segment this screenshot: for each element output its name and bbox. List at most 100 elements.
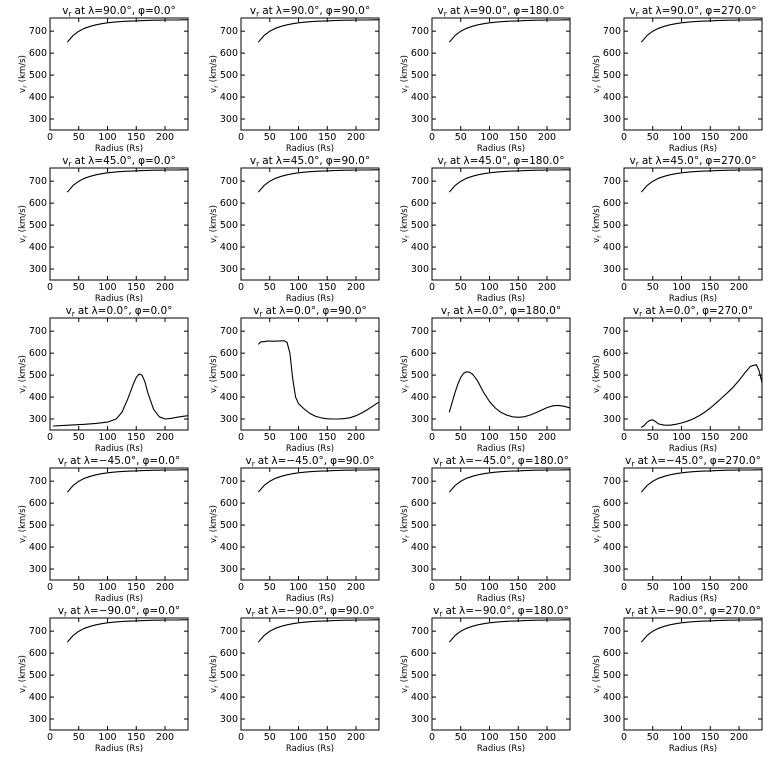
plot-frame xyxy=(431,17,571,131)
x-tick-label: 100 xyxy=(289,132,307,143)
y-axis-label: vr(km/s) xyxy=(209,355,220,393)
series-line xyxy=(640,469,762,493)
y-tick-label: 700 xyxy=(603,326,621,337)
y-axis-label: vr(km/s) xyxy=(592,55,603,93)
panel-r2c2: vr at λ=0.0°, φ=180.0° 0 50 100 150 200 300 400 500… xyxy=(400,305,571,454)
x-tick-label: 200 xyxy=(156,732,174,743)
plot-frame xyxy=(49,167,189,281)
x-tick-label: 150 xyxy=(318,432,336,443)
y-tick-label: 600 xyxy=(29,348,47,359)
y-tick-label: 300 xyxy=(411,114,429,125)
y-tick-label: 500 xyxy=(220,370,238,381)
y-tick-label: 500 xyxy=(29,670,47,681)
y-tick-label: 700 xyxy=(29,26,47,37)
x-tick-label: 50 xyxy=(455,132,467,143)
x-tick-label: 150 xyxy=(509,282,527,293)
x-tick-label: 100 xyxy=(672,582,690,593)
panel-title: vr at λ=−45.0°, φ=0.0° xyxy=(58,455,180,469)
y-tick-label: 600 xyxy=(603,648,621,659)
x-tick-label: 100 xyxy=(480,282,498,293)
x-tick-label: 0 xyxy=(621,132,627,143)
x-axis-label: Radius (Rs) xyxy=(477,294,525,304)
y-axis-label: vr(km/s) xyxy=(18,205,29,243)
x-tick-label: 50 xyxy=(264,732,276,743)
y-tick-label: 400 xyxy=(411,242,429,253)
panel-title: vr at λ=−45.0°, φ=90.0° xyxy=(245,455,374,469)
y-tick-label: 700 xyxy=(220,326,238,337)
y-tick-label: 700 xyxy=(411,26,429,37)
plot-frame xyxy=(431,467,571,581)
y-tick-label: 500 xyxy=(220,220,238,231)
series-line xyxy=(52,373,188,427)
x-tick-label: 0 xyxy=(238,282,244,293)
y-tick-label: 600 xyxy=(411,648,429,659)
y-tick-label: 600 xyxy=(411,348,429,359)
y-axis-label: vr(km/s) xyxy=(400,205,411,243)
plot-frame xyxy=(49,317,189,431)
x-tick-label: 200 xyxy=(347,432,365,443)
y-tick-label: 700 xyxy=(411,326,429,337)
x-tick-label: 150 xyxy=(127,732,145,743)
y-axis-label: vr(km/s) xyxy=(18,55,29,93)
x-axis-label: Radius (Rs) xyxy=(95,144,143,154)
x-tick-label: 100 xyxy=(672,432,690,443)
panel-r1c3: vr at λ=45.0°, φ=270.0° 0 50 100 150 200 300 400 50… xyxy=(592,155,763,304)
series-line xyxy=(257,169,379,193)
x-tick-label: 150 xyxy=(701,432,719,443)
plot-frame xyxy=(240,617,380,731)
x-tick-label: 50 xyxy=(647,432,659,443)
x-tick-label: 150 xyxy=(318,132,336,143)
x-tick-label: 150 xyxy=(318,732,336,743)
series-line xyxy=(257,340,379,420)
panel-title: vr at λ=−90.0°, φ=90.0° xyxy=(245,605,374,619)
x-tick-label: 200 xyxy=(730,582,748,593)
y-tick-label: 500 xyxy=(603,220,621,231)
x-tick-label: 0 xyxy=(238,732,244,743)
x-tick-label: 200 xyxy=(156,582,174,593)
x-axis-label: Radius (Rs) xyxy=(95,294,143,304)
plot-frame xyxy=(623,317,763,431)
y-tick-label: 500 xyxy=(603,520,621,531)
y-tick-label: 600 xyxy=(29,48,47,59)
x-tick-label: 100 xyxy=(98,282,116,293)
panel-r2c3: vr at λ=0.0°, φ=270.0° 0 50 100 150 200 300 400 500… xyxy=(592,305,763,454)
plot-frame xyxy=(49,17,189,131)
x-axis-label: Radius (Rs) xyxy=(669,294,717,304)
y-tick-label: 400 xyxy=(29,392,47,403)
y-tick-label: 600 xyxy=(411,498,429,509)
y-tick-label: 600 xyxy=(220,198,238,209)
panel-r4c1: vr at λ=−90.0°, φ=90.0° 0 50 100 150 200 300 400 50… xyxy=(209,605,380,754)
x-axis-label: Radius (Rs) xyxy=(286,294,334,304)
y-tick-label: 300 xyxy=(220,264,238,275)
y-tick-label: 400 xyxy=(220,692,238,703)
y-tick-label: 700 xyxy=(220,626,238,637)
x-tick-label: 150 xyxy=(701,582,719,593)
y-tick-label: 700 xyxy=(29,476,47,487)
panel-title: vr at λ=0.0°, φ=270.0° xyxy=(633,305,753,319)
y-tick-label: 400 xyxy=(29,242,47,253)
y-tick-label: 600 xyxy=(29,498,47,509)
panel-r0c0: vr at λ=90.0°, φ=0.0° 0 50 100 150 200 300 400 500 6… xyxy=(18,5,189,154)
x-tick-label: 100 xyxy=(98,732,116,743)
y-tick-label: 700 xyxy=(220,26,238,37)
x-tick-label: 0 xyxy=(47,132,53,143)
x-tick-label: 200 xyxy=(538,582,556,593)
panel-r1c0: vr at λ=45.0°, φ=0.0° 0 50 100 150 200 300 400 500 6… xyxy=(18,155,189,304)
x-tick-label: 150 xyxy=(701,282,719,293)
x-tick-label: 0 xyxy=(429,282,435,293)
x-tick-label: 50 xyxy=(647,132,659,143)
x-tick-label: 50 xyxy=(73,582,85,593)
x-tick-label: 0 xyxy=(429,432,435,443)
panel-title: vr at λ=90.0°, φ=270.0° xyxy=(630,5,757,19)
y-tick-label: 700 xyxy=(29,326,47,337)
x-tick-label: 100 xyxy=(98,582,116,593)
y-tick-label: 700 xyxy=(220,476,238,487)
series-line xyxy=(448,19,570,43)
panel-r4c0: vr at λ=−90.0°, φ=0.0° 0 50 100 150 200 300 400 500… xyxy=(18,605,189,754)
y-axis-label: vr(km/s) xyxy=(592,355,603,393)
y-tick-label: 400 xyxy=(603,92,621,103)
y-axis-label: vr(km/s) xyxy=(209,655,220,693)
y-tick-label: 500 xyxy=(603,70,621,81)
y-axis-label: vr(km/s) xyxy=(18,355,29,393)
x-tick-label: 150 xyxy=(701,732,719,743)
